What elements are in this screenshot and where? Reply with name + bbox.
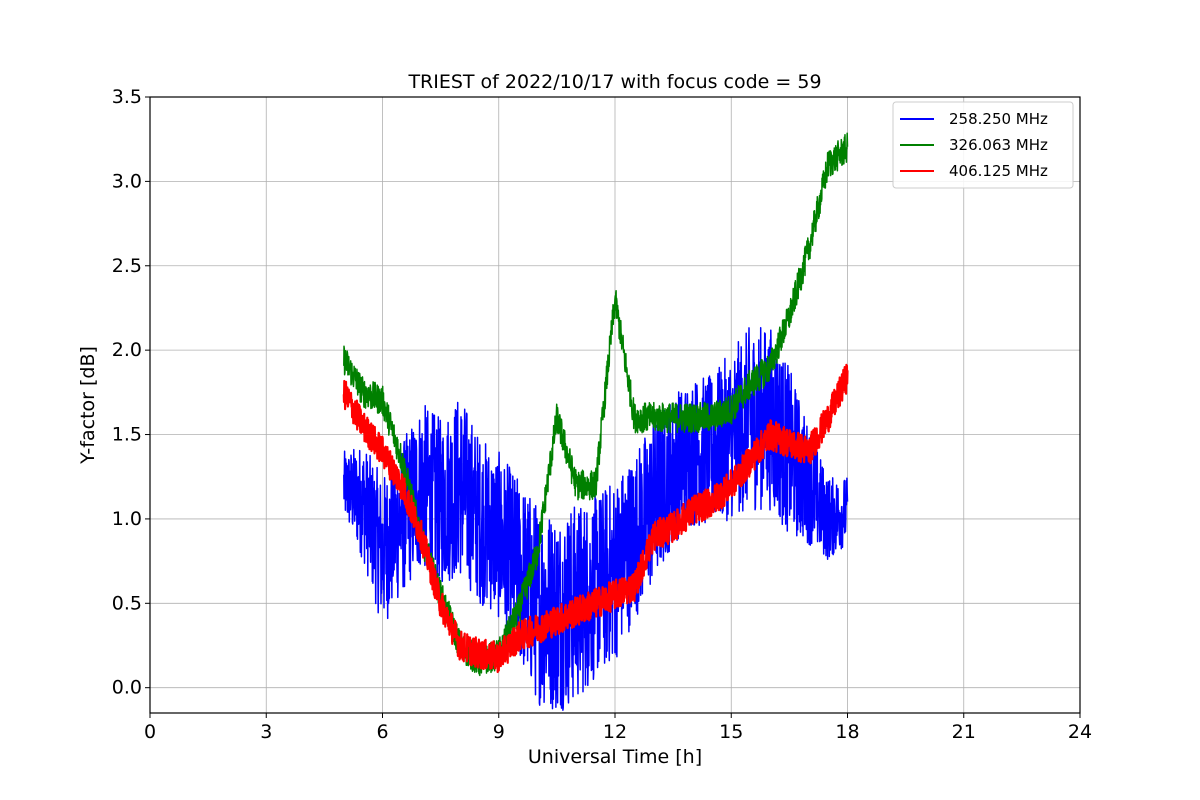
series-line-406-125-mhz: [342, 363, 849, 674]
legend-label: 258.250 MHz: [949, 110, 1048, 128]
x-axis-label: Universal Time [h]: [528, 746, 702, 768]
x-tick-label: 24: [1068, 721, 1092, 743]
y-tick-label: 0.0: [112, 677, 142, 699]
legend-label: 406.125 MHz: [949, 162, 1048, 180]
x-tick-label: 3: [260, 721, 272, 743]
y-axis-label: Y-factor [dB]: [77, 346, 99, 465]
series-line-258-250-mhz: [343, 326, 849, 711]
y-tick-label: 2.5: [112, 255, 142, 277]
x-tick-label: 0: [144, 721, 156, 743]
x-tick-label: 18: [835, 721, 859, 743]
y-ticks: 0.0 0.5 1.0 1.5 2.0 2.5 3.0 3.5: [112, 86, 150, 699]
y-tick-label: 0.5: [112, 592, 142, 614]
legend: 258.250 MHz 326.063 MHz 406.125 MHz: [892, 101, 1074, 189]
y-tick-label: 3.5: [112, 86, 142, 108]
x-tick-label: 15: [719, 721, 743, 743]
x-tick-label: 12: [603, 721, 627, 743]
legend-box: [892, 101, 1074, 189]
x-tick-label: 6: [376, 721, 388, 743]
chart-title: TRIEST of 2022/10/17 with focus code = 5…: [407, 71, 821, 93]
legend-label: 326.063 MHz: [949, 136, 1048, 154]
y-tick-label: 1.0: [112, 508, 142, 530]
y-tick-label: 1.5: [112, 424, 142, 446]
y-tick-label: 3.0: [112, 170, 142, 192]
x-tick-label: 9: [493, 721, 505, 743]
x-ticks: 0 3 6 9 12 15 18 21 24: [144, 713, 1092, 743]
x-tick-label: 21: [952, 721, 976, 743]
plot-area: [342, 132, 849, 711]
y-tick-label: 2.0: [112, 339, 142, 361]
